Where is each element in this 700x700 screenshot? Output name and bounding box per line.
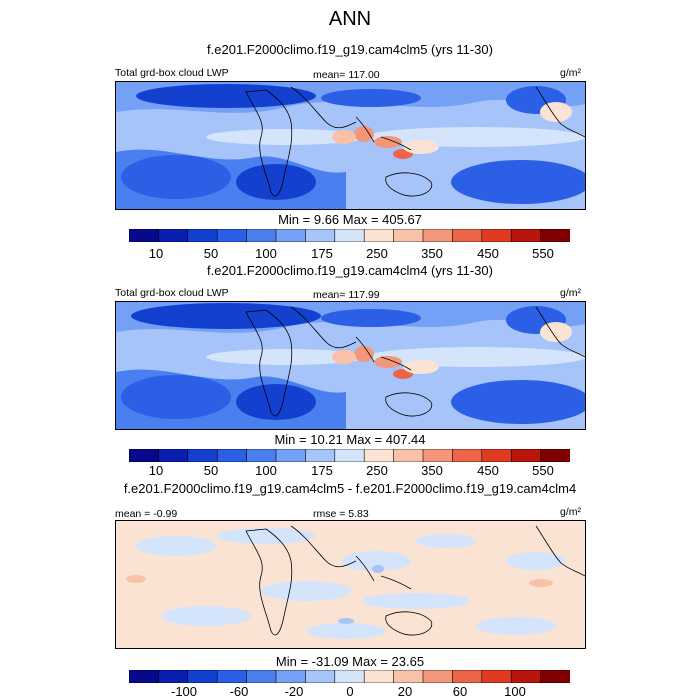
colorbar-1-tick-label: 100 bbox=[255, 246, 277, 261]
colorbar-3 bbox=[128, 669, 571, 684]
colorbar-swatch bbox=[481, 669, 512, 684]
colorbar-swatch bbox=[452, 448, 483, 463]
colorbar-1-tick-label: 250 bbox=[366, 246, 388, 261]
colorbar-swatch bbox=[510, 448, 542, 463]
colorbar-swatch bbox=[481, 448, 512, 463]
colorbar-2-tick-label: 10 bbox=[148, 463, 164, 478]
colorbar-swatch bbox=[216, 669, 248, 684]
colorbar-swatch bbox=[275, 448, 307, 463]
colorbar-swatch bbox=[422, 448, 454, 463]
panel1-case-title: f.e201.F2000climo.f19_g19.cam4clm5 (yrs … bbox=[207, 42, 493, 57]
colorbar-2-tick-label: 175 bbox=[311, 463, 333, 478]
colorbar-swatch bbox=[187, 228, 218, 243]
colorbar-swatch bbox=[540, 228, 571, 243]
colorbar-swatch bbox=[275, 228, 307, 243]
colorbar-3-tick-label: 60 bbox=[452, 684, 468, 699]
colorbar-swatch bbox=[422, 228, 454, 243]
colorbar-swatch bbox=[393, 228, 424, 243]
colorbar-swatch bbox=[305, 448, 336, 463]
panel2-units-label: g/m² bbox=[560, 287, 581, 299]
colorbar-swatch bbox=[363, 669, 395, 684]
colorbar-swatch bbox=[510, 228, 542, 243]
panel2-minmax: Min = 10.21 Max = 407.44 bbox=[274, 432, 426, 447]
colorbar-3-tick-label: -100 bbox=[170, 684, 198, 699]
panel1-minmax: Min = 9.66 Max = 405.67 bbox=[278, 212, 422, 227]
panel1-variable-label: Total grd-box cloud LWP bbox=[115, 67, 229, 79]
colorbar-2-tick-label: 250 bbox=[366, 463, 388, 478]
colorbar-3-tick-label: -20 bbox=[284, 684, 304, 699]
colorbar-swatch bbox=[393, 448, 424, 463]
colorbar-1 bbox=[128, 228, 571, 243]
colorbar-swatch bbox=[246, 448, 277, 463]
colorbar-swatch bbox=[510, 669, 542, 684]
colorbar-1-tick-label: 10 bbox=[148, 246, 164, 261]
colorbar-swatch bbox=[128, 669, 160, 684]
panel2-case-title: f.e201.F2000climo.f19_g19.cam4clm4 (yrs … bbox=[207, 263, 493, 278]
panel3-map bbox=[115, 520, 586, 649]
colorbar-3-tick-label: 0 bbox=[346, 684, 354, 699]
panel1-map-field bbox=[116, 82, 585, 209]
colorbar-3-tick-label: 20 bbox=[397, 684, 413, 699]
colorbar-swatch bbox=[452, 669, 483, 684]
panel3-rmse-label: rmse = 5.83 bbox=[313, 508, 369, 520]
colorbar-swatch bbox=[363, 228, 395, 243]
colorbar-swatch bbox=[158, 228, 189, 243]
panel3-map-field bbox=[116, 521, 585, 648]
colorbar-swatch bbox=[128, 228, 160, 243]
panel3-minmax: Min = -31.09 Max = 23.65 bbox=[275, 654, 425, 669]
colorbar-swatch bbox=[187, 669, 218, 684]
plot-title: ANN bbox=[328, 8, 372, 30]
colorbar-swatch bbox=[393, 669, 424, 684]
colorbar-3-tick-label: -60 bbox=[229, 684, 249, 699]
colorbar-swatch bbox=[540, 448, 571, 463]
colorbar-swatch bbox=[334, 669, 365, 684]
colorbar-swatch bbox=[158, 448, 189, 463]
panel3-mean-label: mean = -0.99 bbox=[115, 508, 178, 520]
panel1-units-label: g/m² bbox=[560, 67, 581, 79]
colorbar-swatch bbox=[246, 228, 277, 243]
colorbar-1-tick-label: 450 bbox=[477, 246, 499, 261]
colorbar-2-tick-label: 350 bbox=[421, 463, 443, 478]
colorbar-swatch bbox=[216, 228, 248, 243]
colorbar-2-tick-label: 100 bbox=[255, 463, 277, 478]
colorbar-1-tick-label: 175 bbox=[311, 246, 333, 261]
colorbar-swatch bbox=[452, 228, 483, 243]
colorbar-swatch bbox=[540, 669, 571, 684]
colorbar-swatch bbox=[305, 669, 336, 684]
colorbar-1-tick-label: 550 bbox=[532, 246, 554, 261]
panel3-case-title: f.e201.F2000climo.f19_g19.cam4clm5 - f.e… bbox=[123, 481, 577, 496]
colorbar-swatch bbox=[158, 669, 189, 684]
panel1-mean-label: mean= 117.00 bbox=[313, 69, 380, 81]
colorbar-swatch bbox=[481, 228, 512, 243]
colorbar-swatch bbox=[246, 669, 277, 684]
colorbar-swatch bbox=[334, 448, 365, 463]
colorbar-swatch bbox=[363, 448, 395, 463]
panel2-mean-label: mean= 117.99 bbox=[313, 289, 380, 301]
colorbar-2-tick-label: 550 bbox=[532, 463, 554, 478]
colorbar-1-tick-label: 350 bbox=[421, 246, 443, 261]
colorbar-swatch bbox=[305, 228, 336, 243]
colorbar-swatch bbox=[187, 448, 218, 463]
panel2-map-field bbox=[116, 302, 585, 429]
panel2-variable-label: Total grd-box cloud LWP bbox=[115, 287, 229, 299]
panel2-map bbox=[115, 301, 586, 430]
panel3-units-label: g/m² bbox=[560, 506, 581, 518]
colorbar-swatch bbox=[422, 669, 454, 684]
colorbar-swatch bbox=[275, 669, 307, 684]
colorbar-swatch bbox=[216, 448, 248, 463]
colorbar-2-tick-label: 450 bbox=[477, 463, 499, 478]
colorbar-2-tick-label: 50 bbox=[203, 463, 219, 478]
panel1-map bbox=[115, 81, 586, 210]
colorbar-1-tick-label: 50 bbox=[203, 246, 219, 261]
colorbar-swatch bbox=[334, 228, 365, 243]
colorbar-3-tick-label: 100 bbox=[504, 684, 526, 699]
colorbar-swatch bbox=[128, 448, 160, 463]
colorbar-2 bbox=[128, 448, 571, 463]
